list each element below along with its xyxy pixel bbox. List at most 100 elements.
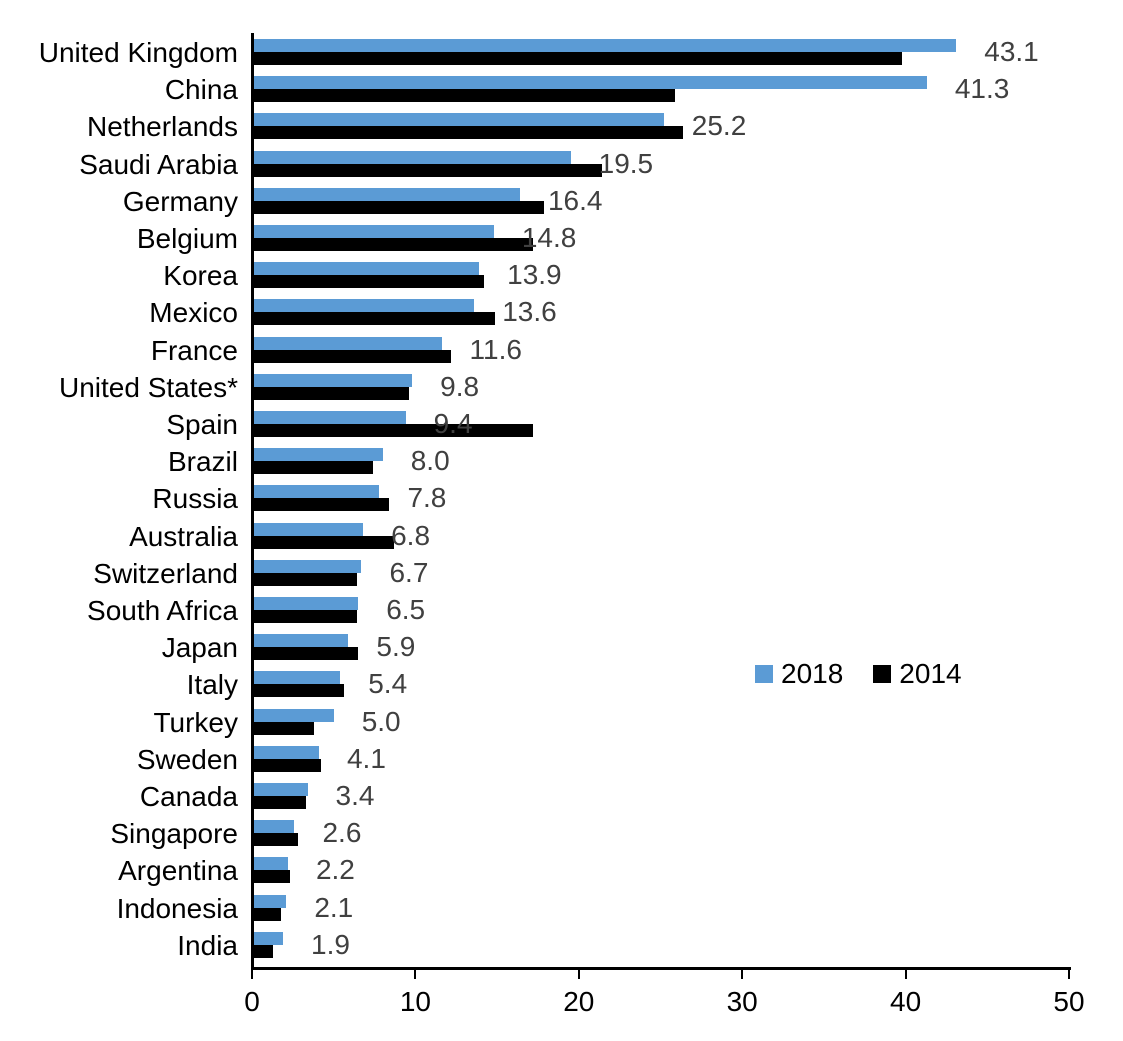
value-label: 6.8 — [391, 519, 431, 551]
bar-2014 — [252, 238, 534, 251]
x-axis-line — [251, 967, 1071, 970]
category-label: Netherlands — [87, 111, 238, 143]
category-label: Argentina — [118, 855, 238, 887]
category-label: Sweden — [136, 743, 238, 775]
bar-2014 — [252, 89, 676, 103]
value-label: 3.4 — [335, 780, 375, 811]
category-label: Germany — [122, 185, 238, 217]
y-axis-line — [251, 33, 254, 969]
bar-2018 — [252, 708, 334, 722]
x-axis-tick-label: 50 — [1053, 986, 1085, 1017]
bar-2014 — [252, 758, 321, 772]
bar-2018 — [252, 411, 406, 424]
bar-2018 — [252, 39, 957, 52]
bar-2014 — [252, 833, 298, 847]
x-axis-tick — [577, 969, 580, 979]
value-label: 5.4 — [368, 668, 408, 700]
value-label: 2.1 — [314, 891, 354, 923]
value-label: 11.6 — [469, 333, 522, 365]
value-label: 4.1 — [346, 742, 386, 774]
x-axis-tick — [904, 969, 907, 979]
bar-2018 — [252, 559, 362, 573]
bar-2014 — [252, 386, 409, 400]
bar-2018 — [252, 894, 287, 908]
bar-2018 — [252, 299, 475, 313]
value-label: 16.4 — [547, 184, 603, 216]
category-label: Mexico — [149, 297, 238, 329]
category-label: Brazil — [167, 446, 238, 478]
category-label: Singapore — [110, 818, 238, 850]
category-label: Italy — [186, 669, 238, 701]
x-axis-tick-label: 0 — [244, 986, 260, 1017]
bar-2018 — [252, 857, 288, 871]
value-label: 8.0 — [410, 445, 450, 477]
bar-2014 — [252, 535, 395, 549]
value-label: 41.3 — [954, 73, 1010, 105]
x-axis-tick-label: 30 — [726, 986, 758, 1017]
bar-2018 — [252, 262, 480, 276]
legend-item-2014: 2014 — [873, 658, 962, 690]
bar-2014 — [252, 870, 290, 884]
value-label: 2.2 — [315, 854, 355, 886]
legend-item-2018: 2018 — [755, 658, 843, 690]
bar-2018 — [252, 522, 364, 536]
bar-2018 — [252, 187, 520, 201]
bar-2014 — [252, 163, 602, 177]
bar-2018 — [252, 448, 383, 462]
category-label: Russia — [152, 483, 238, 515]
value-label: 2.6 — [322, 817, 362, 849]
value-label: 13.9 — [507, 259, 562, 291]
legend-label-2014: 2014 — [899, 658, 962, 689]
bar-2014 — [252, 572, 357, 586]
x-axis-tick — [414, 969, 417, 979]
bar-2018 — [252, 745, 319, 759]
legend-swatch-2014-icon — [873, 665, 892, 683]
legend-label-2018: 2018 — [781, 658, 844, 689]
value-label: 1.9 — [311, 928, 350, 960]
category-label: France — [150, 334, 238, 366]
bar-2014 — [252, 461, 373, 475]
category-label: Indonesia — [116, 892, 238, 924]
value-label: 6.7 — [389, 556, 429, 588]
value-label: 9.8 — [440, 370, 480, 402]
bar-2018 — [252, 931, 284, 945]
category-label: Belgium — [136, 223, 238, 254]
bar-2018 — [252, 150, 571, 164]
bar-2014 — [252, 647, 359, 661]
x-axis-tick — [251, 969, 253, 979]
value-label: 13.6 — [502, 296, 557, 328]
bar-2014 — [252, 275, 485, 289]
value-label: 5.0 — [361, 705, 401, 737]
bar-2014 — [252, 721, 315, 735]
bar-2014 — [252, 907, 282, 921]
bar-2014 — [252, 424, 534, 437]
category-label: South Africa — [87, 595, 238, 626]
value-label: 19.5 — [598, 147, 654, 179]
bar-2014 — [252, 944, 274, 958]
bar-2014 — [252, 52, 903, 65]
bar-2018 — [252, 820, 295, 834]
value-label: 7.8 — [407, 482, 447, 514]
category-label: United States* — [59, 371, 238, 403]
bar-2018 — [252, 113, 664, 127]
bar-2014 — [252, 126, 684, 140]
category-label: Turkey — [153, 706, 238, 738]
category-label: United Kingdom — [38, 37, 238, 68]
value-label: 9.4 — [433, 408, 473, 439]
x-axis-tick — [741, 969, 744, 979]
bar-2018 — [252, 373, 413, 387]
category-label: Canada — [139, 781, 238, 812]
x-axis-tick-label: 20 — [563, 986, 595, 1017]
category-label: Switzerland — [93, 557, 238, 589]
bar-2014 — [252, 796, 306, 809]
value-label: 14.8 — [521, 222, 577, 253]
category-label: Spain — [166, 409, 238, 440]
bar-2014 — [252, 349, 452, 363]
bar-2018 — [252, 485, 380, 499]
bar-2018 — [252, 783, 308, 796]
x-axis-tick — [1068, 969, 1070, 979]
bar-2018 — [252, 336, 442, 350]
bar-2014 — [252, 684, 344, 698]
x-axis-tick-label: 40 — [890, 986, 922, 1017]
